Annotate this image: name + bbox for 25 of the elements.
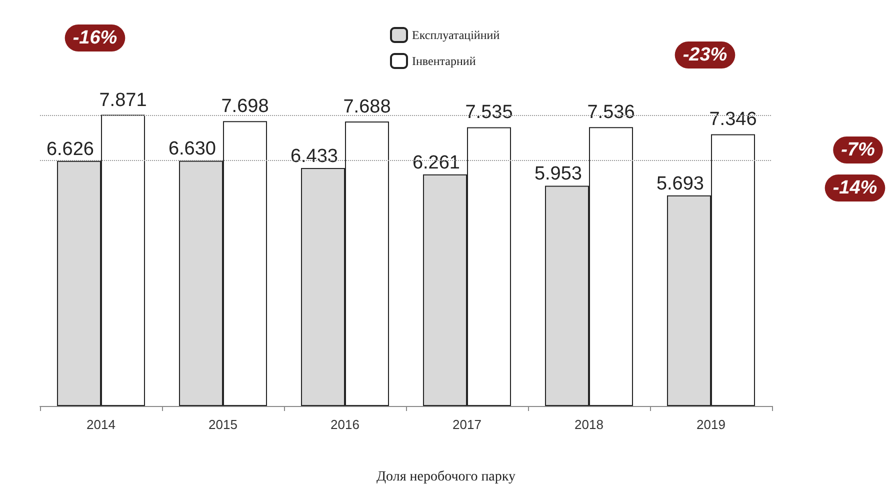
x-tick-label: 2014 (86, 417, 116, 432)
text: -7% (841, 140, 875, 160)
legend-label: Інвентарний (412, 54, 476, 68)
legend-label: Експлуатаційний (412, 28, 500, 42)
data-label: 7.871 (99, 90, 147, 111)
text: Доля неробочого парку (376, 470, 516, 484)
x-tick-label: 2019 (696, 417, 726, 432)
data-label: 6.433 (290, 146, 338, 167)
data-label: 7.346 (709, 109, 757, 130)
text: -16% (72, 28, 118, 48)
data-label: 6.630 (168, 138, 216, 160)
data-label: 7.698 (221, 96, 269, 118)
data-label: 7.536 (587, 102, 635, 124)
data-label: 5.693 (656, 173, 704, 194)
data-label: 7.535 (465, 102, 513, 124)
data-label: 5.953 (534, 164, 582, 185)
data-label: 6.626 (46, 138, 94, 160)
text: -23% (682, 44, 728, 66)
x-tick-label: 2015 (208, 417, 238, 432)
data-label: 7.688 (343, 96, 391, 118)
x-tick-label: 2017 (452, 417, 482, 432)
x-tick-label: 2018 (574, 417, 604, 432)
text: -14% (832, 178, 878, 198)
data-label: 6.261 (412, 152, 460, 174)
x-tick-label: 2016 (330, 417, 360, 432)
